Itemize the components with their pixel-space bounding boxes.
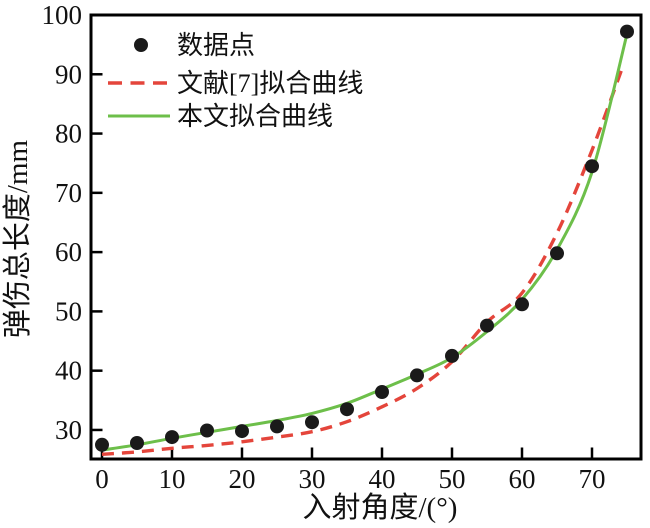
y-tick-label: 90: [55, 59, 82, 89]
x-tick-label: 60: [508, 464, 535, 494]
x-tick-label: 20: [228, 464, 255, 494]
data-point: [165, 430, 179, 445]
y-tick-label: 80: [55, 119, 82, 149]
legend-marker-dot: [134, 38, 148, 52]
data-point: [550, 246, 564, 261]
data-point: [200, 423, 214, 438]
x-axis-label: 入射角度/(°): [303, 491, 458, 524]
x-tick-label: 70: [578, 464, 605, 494]
data-point: [340, 402, 354, 417]
y-tick-label: 30: [55, 415, 82, 445]
data-point: [410, 368, 424, 383]
plot-border: [89, 13, 643, 461]
data-point: [480, 318, 494, 333]
data-point: [445, 348, 459, 363]
x-tick-label: 30: [298, 464, 325, 494]
data-point: [375, 385, 389, 399]
data-point: [95, 437, 109, 452]
y-tick-label: 60: [55, 237, 82, 267]
legend-label: 本文拟合曲线: [177, 102, 333, 131]
data-point: [130, 436, 144, 450]
y-tick-label: 100: [42, 0, 83, 30]
data-point: [620, 24, 634, 39]
legend-label: 数据点: [177, 31, 255, 60]
y-tick-label: 70: [55, 178, 82, 208]
data-point: [305, 415, 319, 430]
legend-label: 文献[7]拟合曲线: [177, 69, 363, 98]
data-point: [585, 159, 599, 174]
x-tick-label: 10: [158, 464, 185, 494]
y-tick-label: 40: [55, 356, 82, 386]
x-tick-label: 40: [368, 464, 395, 494]
data-point: [235, 424, 249, 439]
x-tick-label: 0: [95, 464, 109, 494]
y-tick-label: 50: [55, 296, 82, 326]
y-axis-label: 弹伤总长度/mm: [1, 139, 34, 338]
x-tick-label: 50: [438, 464, 465, 494]
data-point: [515, 297, 529, 312]
data-point: [270, 419, 284, 434]
fit-curve-0: [101, 67, 624, 456]
plot-area: 0 10 20 30 40 50 60 70 30 40 50 60 70 80 90 100 数据点文献[7]…: [42, 0, 643, 494]
